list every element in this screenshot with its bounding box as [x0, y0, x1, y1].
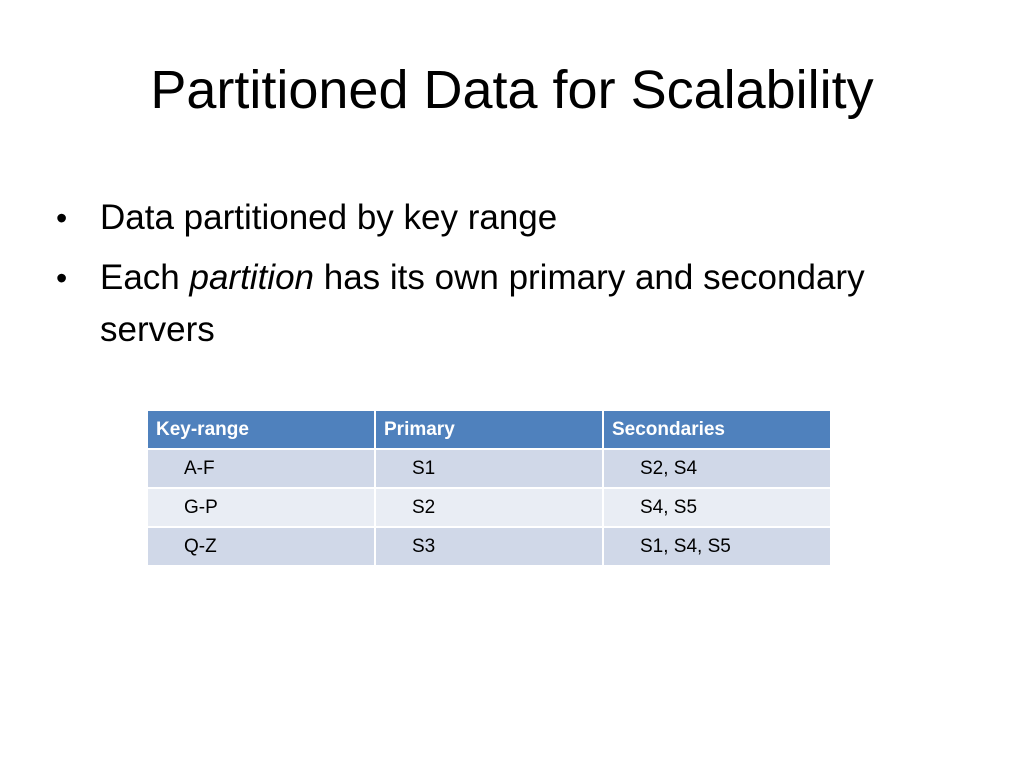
slide-title: Partitioned Data for Scalability	[150, 60, 874, 120]
table-row: Q-Z S3 S1, S4, S5	[146, 526, 832, 567]
cell-key-range: Q-Z	[146, 526, 376, 567]
table-header-row: Key-range Primary Secondaries	[146, 409, 832, 450]
bullet-text: Data partitioned by key range	[100, 198, 558, 237]
cell-key-range: A-F	[146, 448, 376, 489]
bullet-item: • Each partition has its own primary and…	[56, 252, 916, 356]
bullet-text-tail: has its own primary and secondary server…	[100, 258, 865, 349]
cell-secondaries: S2, S4	[602, 448, 832, 489]
cell-key-range: G-P	[146, 487, 376, 528]
cell-primary: S2	[374, 487, 604, 528]
table-row: G-P S2 S4, S5	[146, 487, 832, 528]
bullet-list: • Data partitioned by key range • Each p…	[56, 192, 916, 364]
cell-secondaries: S4, S5	[602, 487, 832, 528]
bullet-dot-icon: •	[56, 200, 68, 236]
header-secondaries: Secondaries	[602, 409, 832, 450]
bullet-item: • Data partitioned by key range	[56, 192, 916, 244]
bullet-dot-icon: •	[56, 260, 68, 296]
cell-primary: S1	[374, 448, 604, 489]
bullet-emphasis: partition	[189, 258, 315, 297]
header-primary: Primary	[374, 409, 604, 450]
table-row: A-F S1 S2, S4	[146, 448, 832, 489]
partition-table: Key-range Primary Secondaries A-F S1 S2,…	[146, 409, 832, 567]
bullet-text: Each	[100, 258, 190, 297]
cell-primary: S3	[374, 526, 604, 567]
cell-secondaries: S1, S4, S5	[602, 526, 832, 567]
header-key-range: Key-range	[146, 409, 376, 450]
